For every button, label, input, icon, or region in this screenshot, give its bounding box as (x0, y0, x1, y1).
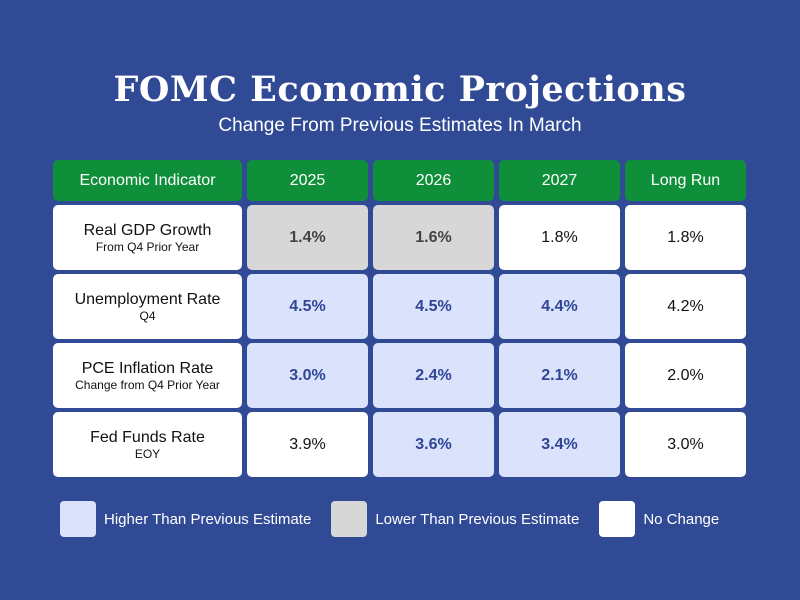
indicator-subtitle: EOY (134, 446, 161, 461)
value-cell: 4.2% (625, 274, 746, 339)
value-cell: 2.4% (373, 343, 494, 408)
legend-swatch-no-change (599, 501, 636, 537)
indicator-name: PCE Inflation Rate (81, 359, 214, 377)
value-cell: 4.4% (499, 274, 620, 339)
indicator-cell: Fed Funds Rate EOY (53, 412, 242, 477)
value-cell: 4.5% (373, 274, 494, 339)
legend-swatch-lower (331, 501, 368, 537)
value-cell: 2.1% (499, 343, 620, 408)
value-cell: 1.6% (373, 205, 494, 270)
value-cell: 3.4% (499, 412, 620, 477)
value-cell: 1.8% (499, 205, 620, 270)
indicator-name: Unemployment Rate (74, 290, 221, 308)
value-cell: 3.6% (373, 412, 494, 477)
indicator-cell: PCE Inflation Rate Change from Q4 Prior … (53, 343, 242, 408)
indicator-cell: Unemployment Rate Q4 (53, 274, 242, 339)
legend-label-no-change: No Change (643, 510, 720, 528)
legend-item-higher: Higher Than Previous Estimate (60, 501, 311, 537)
header-cell-2026: 2026 (373, 160, 494, 201)
indicator-subtitle: Change from Q4 Prior Year (75, 377, 220, 392)
legend-swatch-higher (60, 501, 96, 537)
header-cell-long-run: Long Run (625, 160, 746, 201)
value-cell: 1.8% (625, 205, 746, 270)
value-cell: 1.4% (247, 205, 368, 270)
legend: Higher Than Previous Estimate Lower Than… (60, 501, 739, 537)
legend-item-no-change: No Change (599, 501, 719, 537)
indicator-name: Real GDP Growth (83, 221, 212, 239)
indicator-name: Fed Funds Rate (90, 428, 205, 446)
chart-subtitle: Change From Previous Estimates In March (218, 115, 582, 136)
header-cell-indicator: Economic Indicator (53, 160, 242, 201)
value-cell: 2.0% (625, 343, 746, 408)
legend-item-lower: Lower Than Previous Estimate (331, 501, 579, 537)
legend-label-lower: Lower Than Previous Estimate (375, 510, 580, 528)
projection-table: Economic Indicator 2025 2026 2027 Long R… (53, 160, 746, 477)
header-cell-2025: 2025 (247, 160, 368, 201)
value-cell: 3.0% (247, 343, 368, 408)
header-cell-2027: 2027 (499, 160, 620, 201)
indicator-subtitle: Q4 (139, 308, 156, 323)
value-cell: 4.5% (247, 274, 368, 339)
value-cell: 3.0% (625, 412, 746, 477)
legend-label-higher: Higher Than Previous Estimate (104, 510, 312, 528)
value-cell: 3.9% (247, 412, 368, 477)
indicator-subtitle: From Q4 Prior Year (95, 239, 200, 254)
chart-title: FOMC Economic Projections (113, 69, 687, 110)
indicator-cell: Real GDP Growth From Q4 Prior Year (53, 205, 242, 270)
